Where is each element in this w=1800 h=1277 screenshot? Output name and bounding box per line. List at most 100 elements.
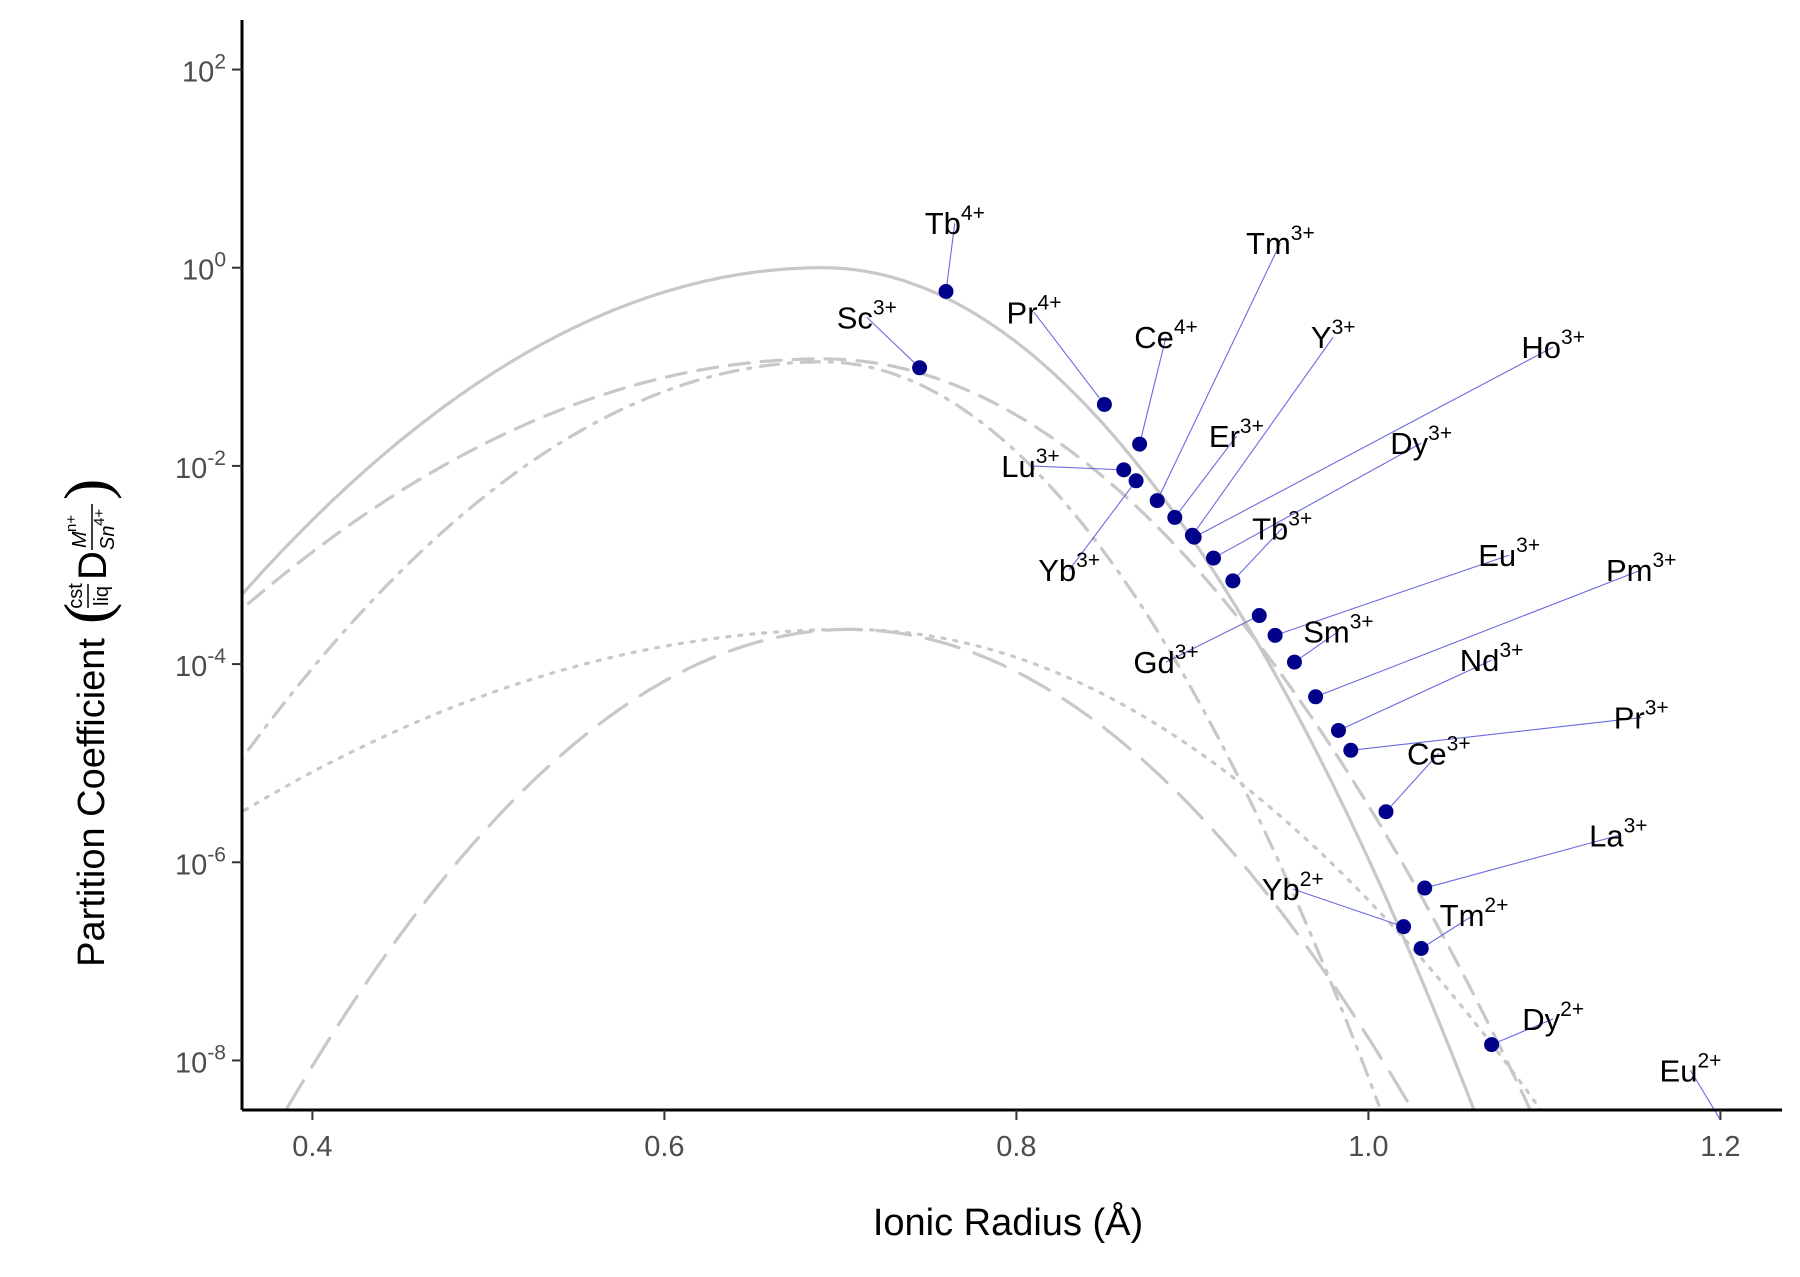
model-curve-longdash <box>284 627 1415 1110</box>
point-label: La3+ <box>1589 815 1647 854</box>
data-points <box>912 284 1500 1053</box>
point-label: Y3+ <box>1311 316 1356 355</box>
leader-line <box>1165 615 1260 663</box>
data-point <box>1167 509 1183 525</box>
point-label: Ce4+ <box>1134 316 1198 355</box>
point-label: Tm2+ <box>1440 894 1509 933</box>
data-point <box>1206 550 1222 566</box>
model-curve-dotted <box>242 627 1543 1110</box>
data-point <box>912 360 928 376</box>
point-label: Gd3+ <box>1133 641 1198 680</box>
y-tick-label: 10-6 <box>175 843 226 881</box>
data-point <box>1186 529 1202 545</box>
leader-line <box>1315 569 1642 698</box>
leader-line <box>1294 630 1339 663</box>
leader-line <box>1156 242 1281 501</box>
data-point <box>1413 940 1429 956</box>
data-point <box>1128 473 1144 489</box>
y-axis-title-paren-right: ) <box>51 479 122 500</box>
data-point <box>1149 493 1165 509</box>
leader-line <box>1213 442 1422 559</box>
y-axis-title-sub-top: M <box>69 531 91 548</box>
y-axis-title-paren-left: ( <box>51 603 122 624</box>
leader-line <box>1420 914 1475 949</box>
leader-line <box>1350 717 1642 751</box>
data-point <box>1267 627 1283 643</box>
x-tick-label: 0.6 <box>644 1131 684 1163</box>
point-label: Pr4+ <box>1007 291 1062 330</box>
x-tick-label: 0.8 <box>996 1131 1036 1163</box>
leader-line <box>1424 834 1619 889</box>
y-axis-title-sub-bottom: Sn <box>97 526 119 550</box>
data-point <box>1132 436 1148 452</box>
leader-line <box>1174 435 1237 518</box>
leader-line <box>1193 346 1554 538</box>
data-point <box>1330 722 1346 738</box>
leader-line <box>1191 336 1334 536</box>
point-label: Tm3+ <box>1246 222 1315 261</box>
leader-line <box>866 316 920 369</box>
y-axis-title-sub-bottom-sup: 4+ <box>91 509 108 526</box>
leader-line <box>1274 554 1510 636</box>
x-tick-label: 0.4 <box>292 1131 332 1163</box>
point-label: Eu2+ <box>1660 1049 1722 1088</box>
model-curve-solid <box>242 266 1476 1110</box>
leader-line <box>1690 1070 1721 1121</box>
data-point <box>1378 804 1394 820</box>
leader-line <box>1068 480 1137 571</box>
data-point <box>1343 742 1359 758</box>
data-point <box>1308 689 1324 705</box>
y-axis-title-sub-top-sup: n+ <box>63 515 80 532</box>
leader-line <box>1385 752 1440 813</box>
model-curve-dashed <box>242 357 1532 1110</box>
x-tick-label: 1.2 <box>1700 1131 1740 1163</box>
data-point <box>1286 654 1302 670</box>
data-point <box>1396 919 1412 935</box>
point-label: Tb3+ <box>1252 507 1312 546</box>
leader-line <box>1491 1018 1554 1046</box>
y-tick-label: 102 <box>182 51 226 89</box>
y-axis-title-main: Partition Coefficient <box>71 638 113 967</box>
point-label: Pr3+ <box>1614 697 1669 736</box>
label-leader-lines <box>866 223 1721 1121</box>
point-label: Ce3+ <box>1407 732 1471 771</box>
leader-line <box>945 223 956 292</box>
leader-line <box>1139 336 1167 445</box>
y-axis-title: Partition Coefficient ( cst liq D M n+ S… <box>51 479 122 967</box>
point-label: Dy3+ <box>1390 422 1452 461</box>
y-tick-label: 10-2 <box>175 447 226 485</box>
data-point <box>1096 396 1112 412</box>
x-tick-label: 1.0 <box>1348 1131 1388 1163</box>
data-point <box>1225 573 1241 589</box>
x-axis-title: Ionic Radius (Å) <box>873 1200 1143 1244</box>
data-point <box>938 284 954 300</box>
y-tick-label: 10-4 <box>175 645 226 683</box>
leader-line <box>1292 888 1404 928</box>
point-label: Dy2+ <box>1522 998 1584 1037</box>
point-label: Nd3+ <box>1460 639 1524 678</box>
point-labels: Tb4+ Sc3+ Pr4+ Ce4+ Lu3+ Yb3+ Tm3+ Er3+ Y3+ Ho3+ D… <box>837 202 1722 1088</box>
data-point <box>1251 608 1267 624</box>
leader-line <box>1338 659 1492 731</box>
point-label: Er3+ <box>1209 415 1264 454</box>
point-label: Pm3+ <box>1606 549 1676 588</box>
model-curves <box>242 266 1543 1110</box>
point-label: Yb2+ <box>1262 868 1324 907</box>
leader-line <box>1033 311 1105 405</box>
y-axis-title-pre-top: cst <box>65 583 87 609</box>
point-label: Sc3+ <box>837 296 897 335</box>
y-tick-label: 10-8 <box>175 1041 226 1079</box>
y-tick-label: 100 <box>182 249 226 287</box>
point-label: Tb4+ <box>925 202 985 241</box>
axes: 0.4 0.6 0.8 1.0 1.2 102 100 10-2 10-4 10-6 10-8 <box>175 20 1782 1163</box>
data-point <box>1116 462 1132 478</box>
axis-titles: Ionic Radius (Å) Partition Coefficient (… <box>51 479 1143 1244</box>
point-label: Yb3+ <box>1038 549 1100 588</box>
data-point <box>1484 1037 1500 1053</box>
leader-line <box>1232 527 1283 582</box>
point-label: Eu3+ <box>1478 534 1540 573</box>
y-axis-title-symbol: D <box>71 551 115 580</box>
data-point <box>1417 880 1433 896</box>
point-label: Sm3+ <box>1303 610 1373 649</box>
